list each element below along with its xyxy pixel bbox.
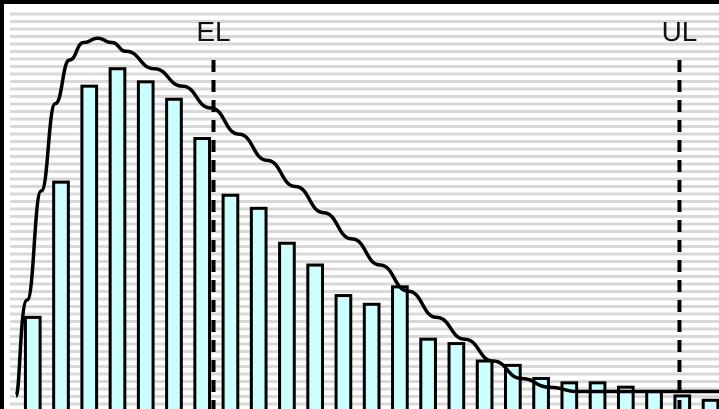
bar: [560, 381, 579, 409]
fitted-curve: [14, 36, 719, 398]
bar: [249, 206, 268, 409]
reference-line-label: UL: [662, 16, 698, 47]
fitted-curve-layer: [14, 36, 719, 398]
bar: [475, 359, 494, 409]
reference-lines: EL UL: [196, 16, 697, 409]
bar: [701, 398, 719, 409]
bar: [52, 180, 70, 409]
bar: [193, 137, 212, 409]
bar: [221, 193, 240, 409]
bar: [645, 390, 663, 409]
reference-line-label: EL: [196, 16, 230, 47]
bar: [447, 342, 466, 409]
bar: [306, 263, 325, 409]
bar: [165, 97, 183, 409]
bar: [588, 381, 607, 409]
bar: [362, 302, 381, 409]
bar: [334, 294, 353, 409]
bar: [278, 241, 296, 409]
bars: [23, 67, 719, 409]
bar: [419, 337, 437, 409]
bar: [391, 285, 409, 409]
bar: [23, 315, 42, 409]
bar: [136, 80, 155, 409]
bar: [673, 394, 692, 409]
bar: [108, 67, 127, 409]
bar: [80, 84, 99, 409]
